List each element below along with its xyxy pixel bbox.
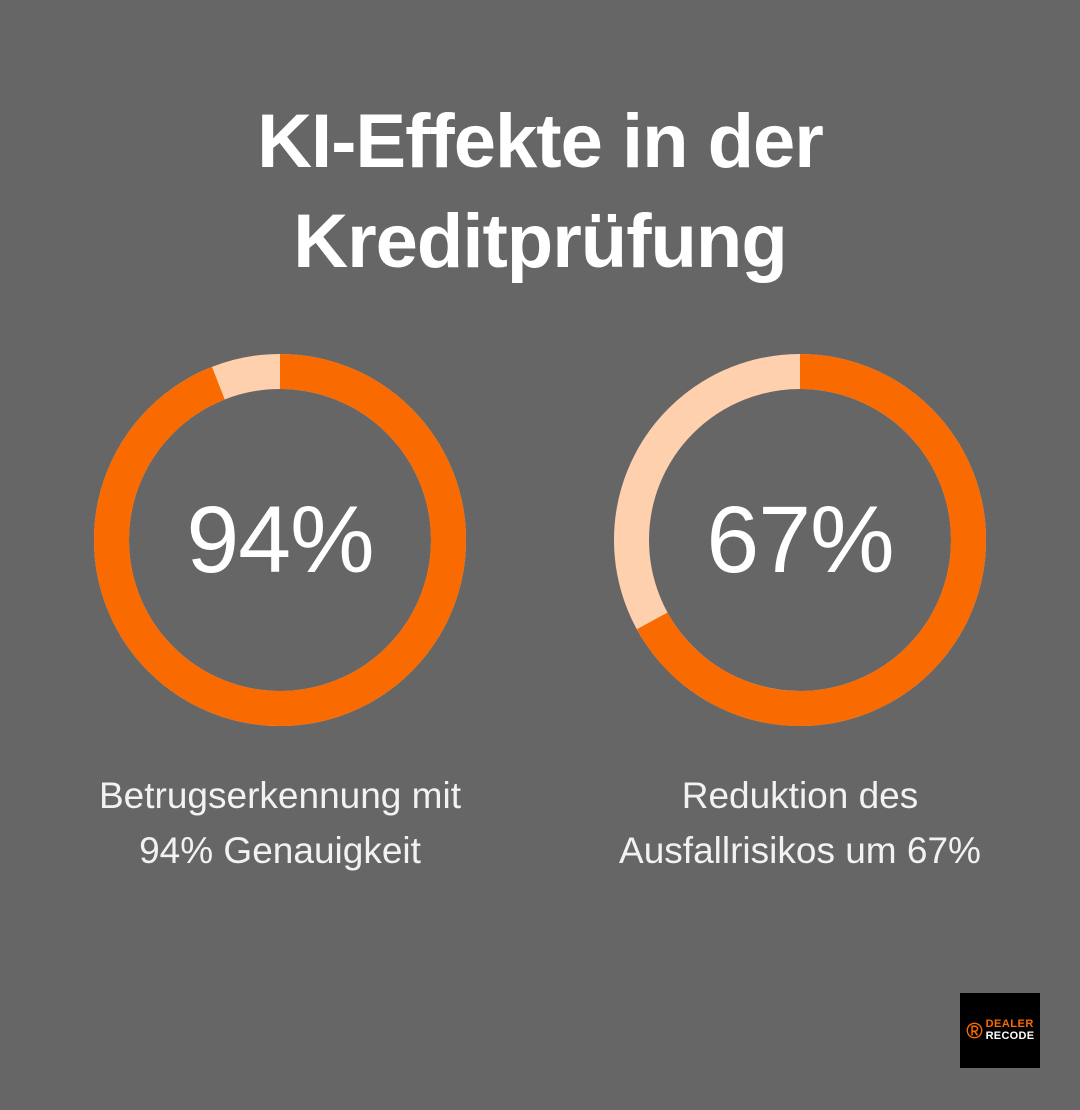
chart-caption-1: Betrugserkennung mit 94% Genauigkeit bbox=[40, 768, 520, 878]
chart-cell-default-risk: 67% Reduktion des Ausfallrisikos um 67% bbox=[560, 354, 1040, 894]
chart-caption-2-line-2: Ausfallrisikos um 67% bbox=[619, 830, 981, 871]
brand-logo-inner: DEALER RECODE bbox=[966, 1019, 1035, 1042]
charts-row: 94% Betrugserkennung mit 94% Genauigkeit… bbox=[0, 354, 1080, 894]
brand-logo-wordmark: DEALER RECODE bbox=[986, 1019, 1035, 1042]
donut-svg-2 bbox=[614, 354, 986, 726]
donut-value-arc-1 bbox=[94, 354, 466, 726]
donut-value-arc-2 bbox=[614, 354, 986, 726]
chart-caption-2-line-1: Reduktion des bbox=[681, 775, 919, 816]
page-title: KI-Effekte in der Kreditprüfung bbox=[0, 92, 1080, 292]
donut-chart-default-risk: 67% bbox=[614, 354, 986, 726]
chart-caption-2: Reduktion des Ausfallrisikos um 67% bbox=[560, 768, 1040, 878]
chart-caption-1-line-2: 94% Genauigkeit bbox=[139, 830, 421, 871]
donut-chart-fraud-detection: 94% bbox=[94, 354, 466, 726]
circled-r-icon bbox=[966, 1022, 982, 1039]
chart-caption-1-line-1: Betrugserkennung mit bbox=[99, 775, 461, 816]
brand-logo-word-dealer: DEALER bbox=[985, 1018, 1034, 1030]
page-title-line-1: KI-Effekte in der bbox=[257, 99, 824, 184]
chart-cell-fraud-detection: 94% Betrugserkennung mit 94% Genauigkeit bbox=[40, 354, 520, 894]
page-title-line-2: Kreditprüfung bbox=[293, 199, 788, 284]
donut-svg-1 bbox=[94, 354, 466, 726]
brand-logo-word-recode: RECODE bbox=[985, 1030, 1035, 1042]
brand-logo: DEALER RECODE bbox=[960, 993, 1040, 1068]
